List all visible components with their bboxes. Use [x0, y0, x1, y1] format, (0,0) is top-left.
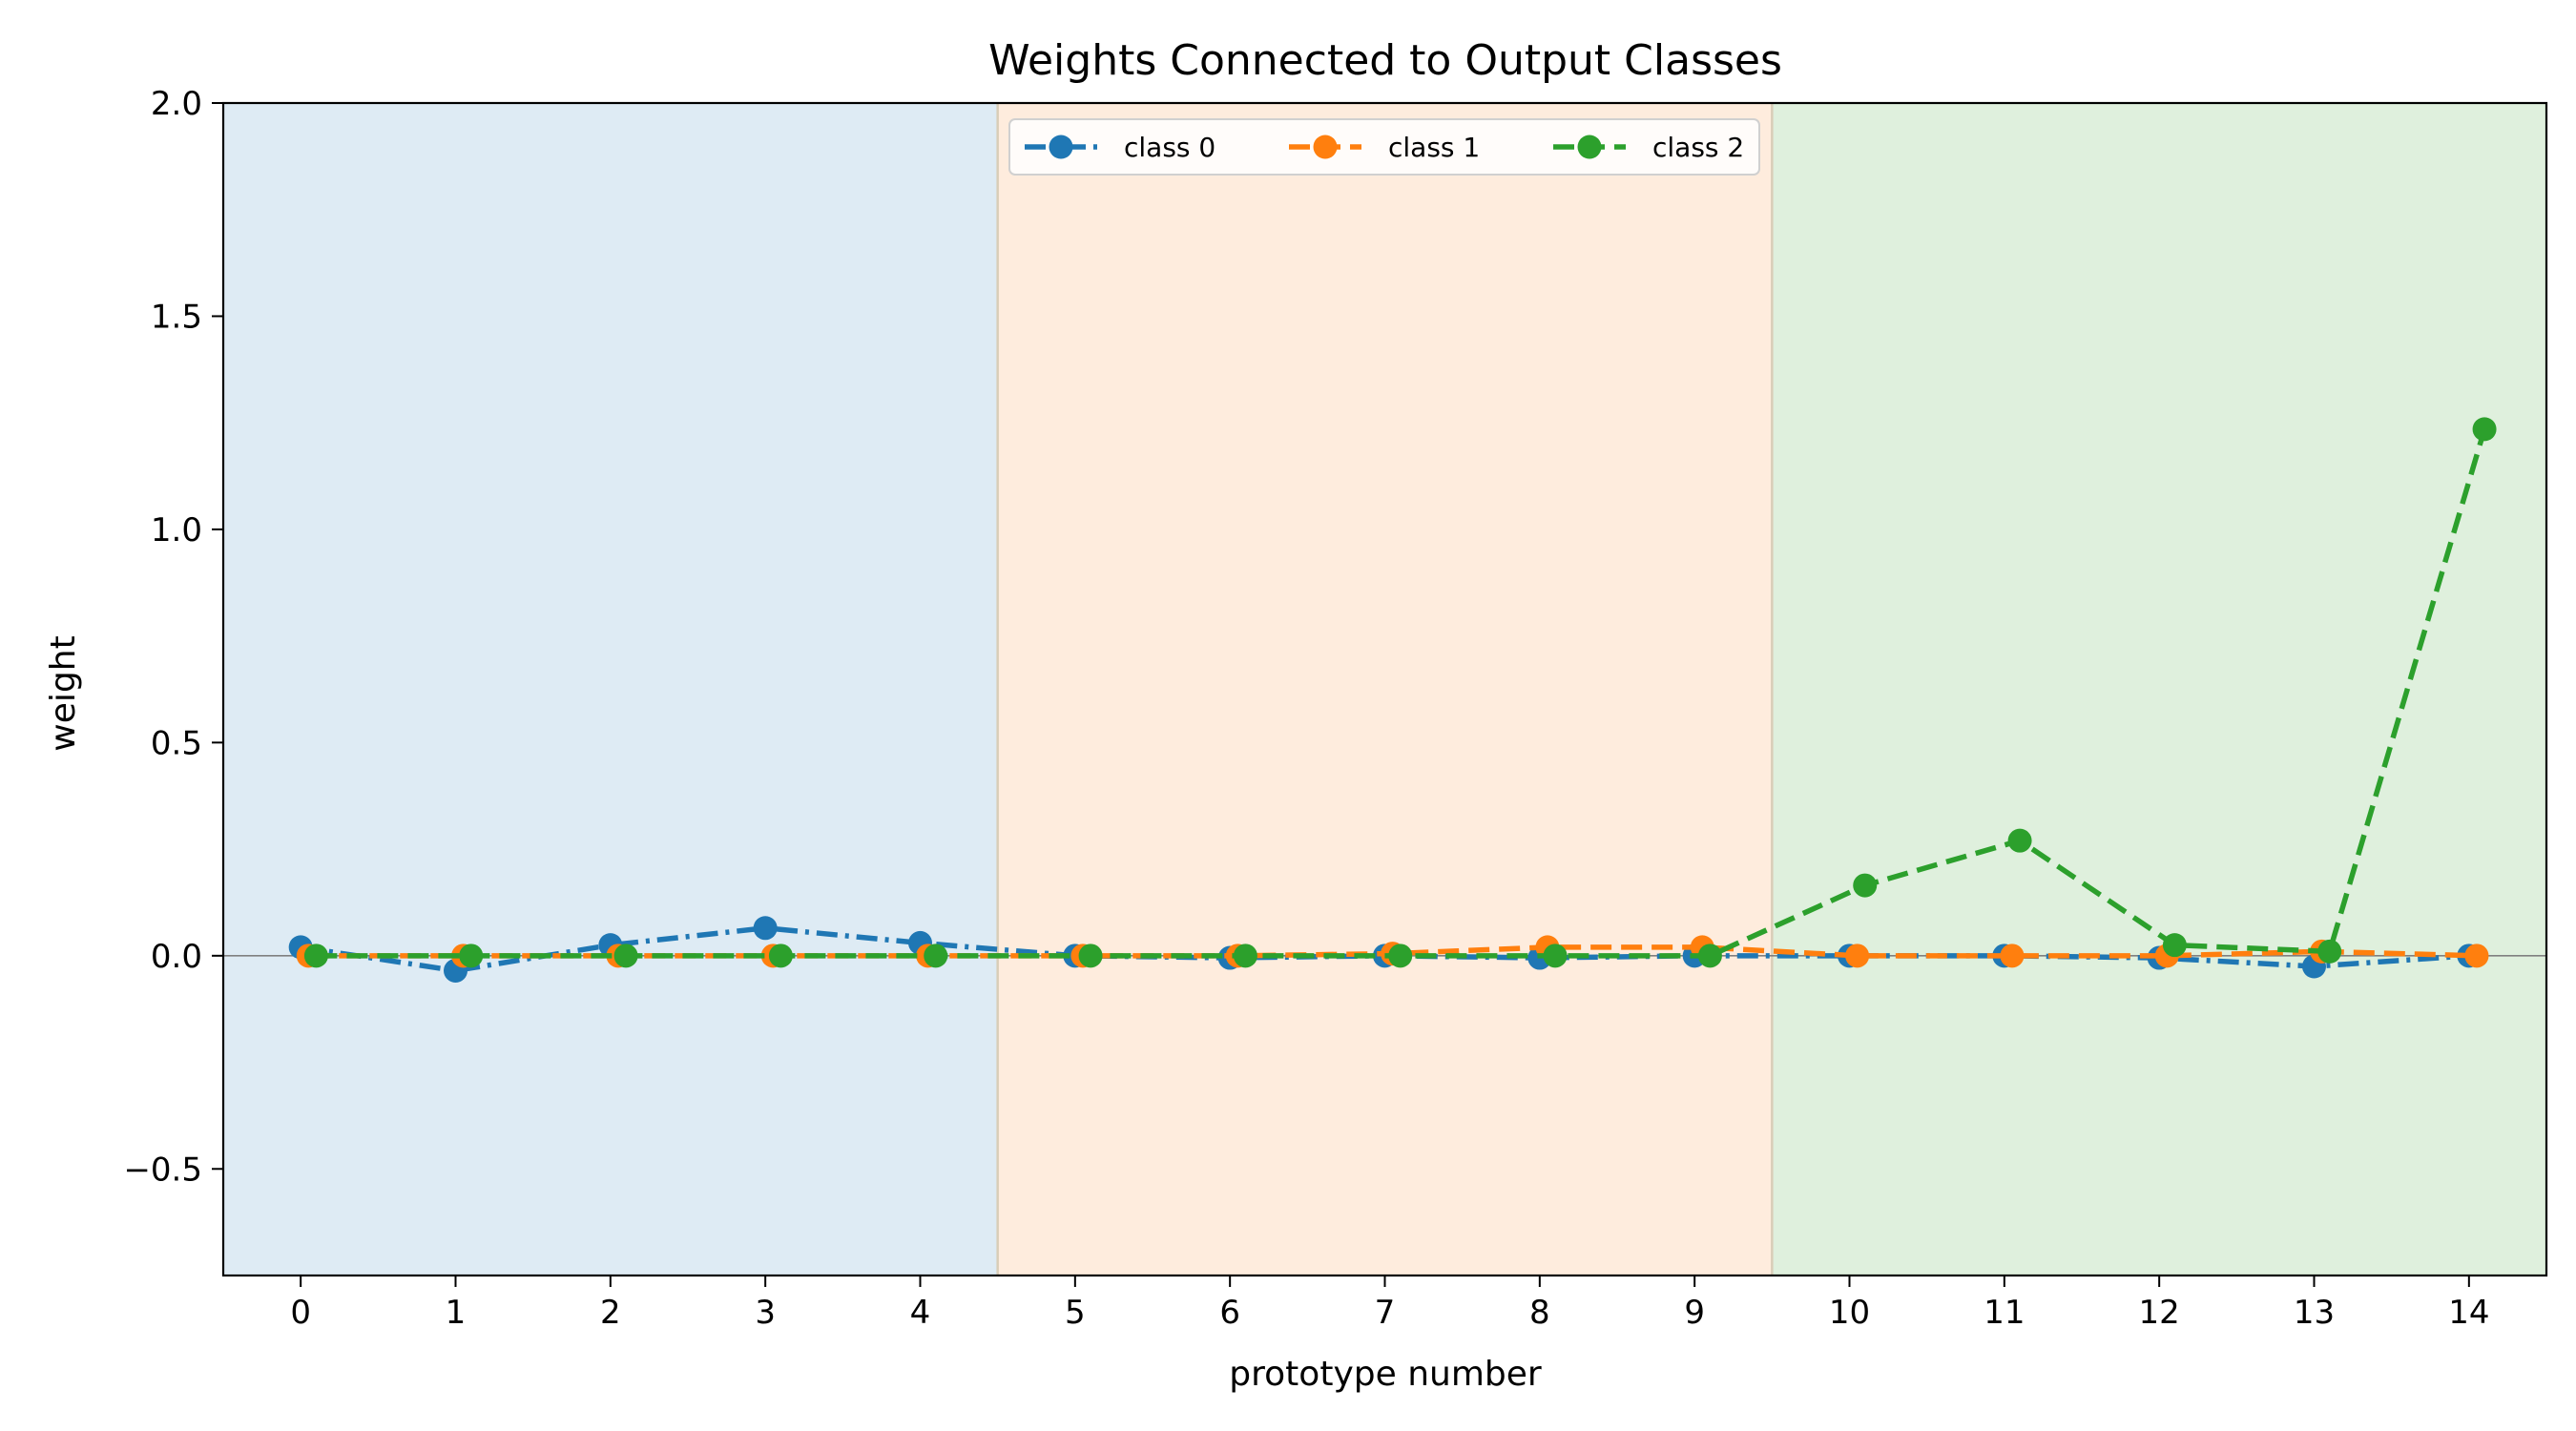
y-tick-label-1: 0.0: [151, 938, 202, 976]
legend-label-1: class 1: [1388, 132, 1480, 163]
x-tick-label-5: 5: [1065, 1294, 1086, 1332]
legend-marker-1: [1313, 135, 1338, 159]
x-tick-label-14: 14: [2448, 1294, 2489, 1332]
series-1-point-14: [2464, 944, 2489, 968]
series-2-point-5: [1078, 944, 1103, 968]
series-2-point-8: [1543, 944, 1568, 968]
x-tick-label-10: 10: [1829, 1294, 1870, 1332]
x-axis-ticks: 0 1 2 3 4 5 6 7 8 9 10 11 12 13 14: [290, 1275, 2489, 1332]
series-1-point-10: [1845, 944, 1870, 968]
band-2: [1772, 103, 2546, 1275]
series-2-point-0: [303, 944, 328, 968]
x-tick-label-0: 0: [290, 1294, 311, 1332]
y-axis-label: weight: [44, 635, 83, 751]
legend-marker-2: [1577, 135, 1602, 159]
band-0: [223, 103, 998, 1275]
x-tick-label-9: 9: [1684, 1294, 1705, 1332]
series-2-point-10: [1853, 873, 1878, 898]
series-2-point-6: [1233, 944, 1257, 968]
y-tick-label-0: −0.5: [123, 1151, 202, 1189]
chart-title: Weights Connected to Output Classes: [988, 36, 1782, 85]
x-tick-label-11: 11: [1984, 1294, 2025, 1332]
series-2-point-4: [924, 944, 948, 968]
y-tick-label-3: 1.0: [151, 511, 202, 550]
series-2-point-7: [1388, 944, 1413, 968]
legend: class 0 class 1 class 2: [1008, 118, 1760, 176]
x-tick-label-8: 8: [1529, 1294, 1550, 1332]
series-2-point-1: [459, 944, 484, 968]
legend-box: [1008, 118, 1760, 176]
series-2: [303, 417, 2497, 968]
x-axis-label: prototype number: [1229, 1355, 1542, 1394]
band-1: [997, 103, 1773, 1275]
x-tick-label-1: 1: [446, 1294, 467, 1332]
series-2-point-12: [2162, 933, 2187, 958]
class-region-bands: [223, 103, 2546, 1275]
y-tick-label-5: 2.0: [151, 85, 202, 123]
series-2-point-3: [768, 944, 793, 968]
legend-marker-0: [1049, 135, 1073, 159]
series-2-point-13: [2317, 939, 2342, 964]
y-tick-label-4: 1.5: [151, 298, 202, 336]
series-2-point-11: [2007, 828, 2032, 853]
x-tick-label-6: 6: [1219, 1294, 1240, 1332]
x-tick-label-7: 7: [1375, 1294, 1396, 1332]
x-tick-label-2: 2: [600, 1294, 621, 1332]
x-tick-label-13: 13: [2294, 1294, 2335, 1332]
series-0-point-3: [753, 916, 778, 941]
x-tick-label-3: 3: [755, 1294, 776, 1332]
series-lines: [288, 417, 2497, 983]
x-tick-label-12: 12: [2139, 1294, 2180, 1332]
series-1-point-11: [2000, 944, 2025, 968]
series-2-point-2: [613, 944, 638, 968]
y-axis-ticks: −0.5 0.0 0.5 1.0 1.5 2.0: [123, 85, 223, 1189]
x-tick-label-4: 4: [910, 1294, 931, 1332]
series-2-point-9: [1697, 944, 1722, 968]
y-tick-label-2: 0.5: [151, 724, 202, 762]
legend-label-0: class 0: [1124, 132, 1215, 163]
legend-label-2: class 2: [1652, 132, 1744, 163]
series-2-point-14: [2472, 417, 2497, 442]
